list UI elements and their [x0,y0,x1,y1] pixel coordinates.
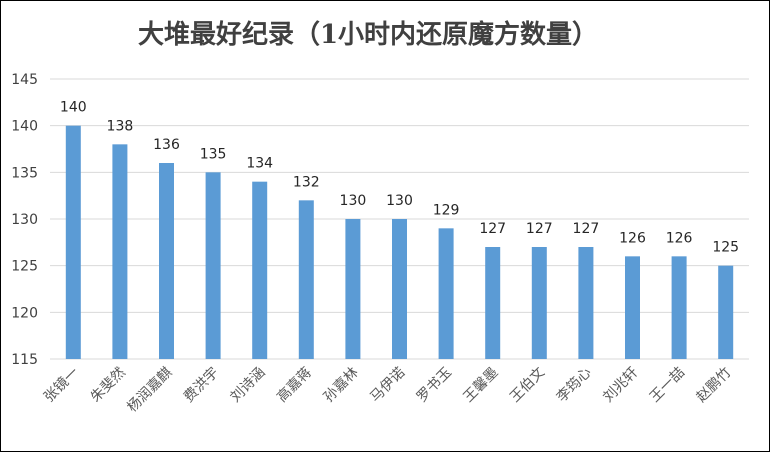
data-label: 135 [200,146,227,162]
category-label: 张镜一 [41,365,82,406]
data-label: 126 [619,230,646,246]
bar [718,265,734,359]
category-label: 赵鹏竹 [694,365,735,406]
bar [485,247,501,359]
bar [112,144,128,359]
data-label: 134 [246,156,273,172]
category-label: 刘兆轩 [600,365,641,406]
category-label: 杨润嘉麒 [124,365,175,416]
bar [65,125,81,360]
y-tick-label: 115 [11,352,38,368]
y-tick-label: 145 [11,72,38,88]
bar [159,163,174,359]
data-label: 126 [666,230,693,246]
category-label: 高嘉蒋 [273,364,315,406]
bar [625,256,640,359]
category-label: 王馨墨 [461,365,502,406]
data-label: 136 [153,137,180,153]
bar [252,181,268,359]
category-label: 李筠心 [553,364,595,406]
bar [205,172,221,359]
bar [392,219,407,359]
data-label: 127 [526,221,553,237]
bar [578,247,594,359]
category-label: 朱斐然 [87,364,129,406]
data-label: 138 [107,118,134,134]
bar [345,219,361,359]
y-tick-label: 130 [11,212,38,228]
category-label: 王一喆 [647,365,688,406]
data-label: 130 [340,193,367,209]
data-label: 132 [293,174,320,190]
chart-title: 大堆最好纪录（1小时内还原魔方数量） [138,19,598,50]
bar [671,256,687,359]
category-label: 孙嘉林 [321,365,362,406]
data-label: 129 [433,202,460,218]
category-label: 费洪宇 [181,365,222,406]
data-label: 127 [479,221,506,237]
data-label: 130 [386,193,413,209]
y-tick-label: 140 [11,119,38,135]
y-tick-label: 120 [11,305,38,321]
bars [65,125,734,360]
category-label: 刘诗涵 [228,365,269,406]
y-tick-label: 135 [11,165,38,181]
data-label: 140 [60,100,87,116]
y-axis-tick-labels: 115 120 125 130 135 140 145 [11,72,38,368]
bar [438,228,454,359]
data-label: 127 [573,221,600,237]
data-label: 125 [712,240,739,256]
bar [298,200,314,359]
bar [531,247,547,359]
category-label: 王伯文 [507,365,548,406]
category-label: 马伊诺 [367,365,408,406]
data-labels: 140 138 136 135 134 132 130 130 129 127 127 127 126 1… [60,100,739,256]
y-tick-label: 125 [11,259,38,275]
category-label: 罗书玉 [414,365,455,406]
